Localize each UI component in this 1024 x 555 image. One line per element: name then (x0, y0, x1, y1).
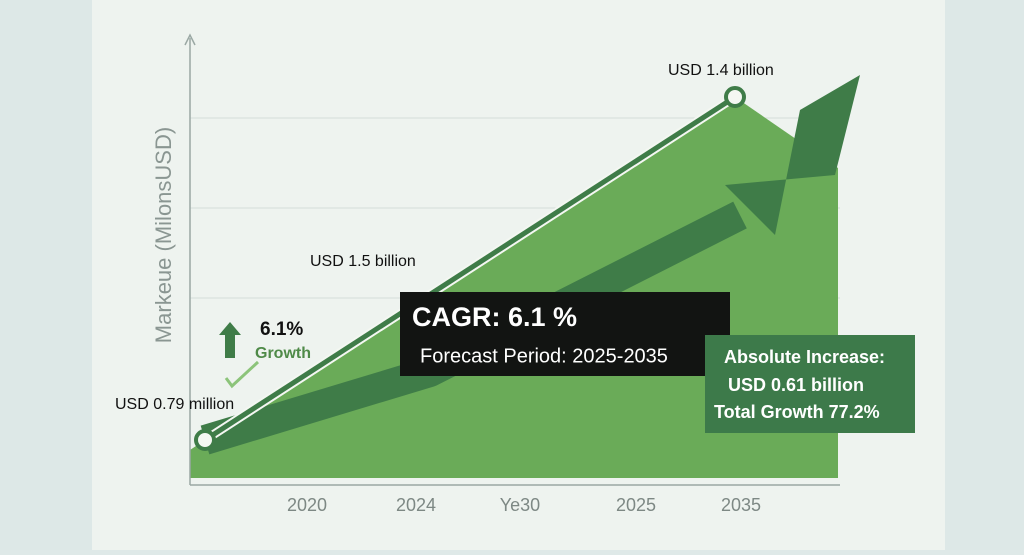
x-label: 2035 (721, 495, 761, 515)
x-label: 2025 (616, 495, 656, 515)
increase-line: Absolute Increase: (724, 347, 885, 367)
x-label: 2024 (396, 495, 436, 515)
increase-lines: Absolute Increase: USD 0.61 billion Total … (714, 347, 885, 422)
x-label: 2020 (287, 495, 327, 515)
growth-arrow (219, 322, 241, 358)
increase-line: USD 0.61 billion (728, 375, 864, 395)
cagr-box (400, 292, 730, 376)
check-mark (224, 360, 260, 389)
start-point (194, 429, 216, 451)
line (203, 94, 737, 443)
peak-annotation: USD 1.4 billion (668, 62, 774, 79)
middle-annotation: USD 1.5 billion (310, 253, 416, 270)
x-labels: 2020 2024 Ye30 2025 2035 (287, 495, 761, 515)
growth-value: 6.1% (260, 319, 303, 340)
cagr-title: CAGR: 6.1 % (412, 302, 577, 332)
cagr-subtitle: Forecast Period: 2025-2035 (420, 345, 668, 367)
increase-box (705, 335, 915, 433)
x-label: Ye30 (500, 495, 540, 515)
y-axis-label: Markeue (MilonsUSD) (151, 127, 176, 343)
increase-line: Total Growth 77.2% (714, 402, 880, 422)
peak-point (724, 86, 746, 108)
growth-label: Growth (255, 345, 311, 362)
y-axis-arrow (184, 33, 196, 46)
start-annotation: USD 0.79 million (115, 396, 234, 413)
trend-arrowhead (725, 75, 860, 235)
